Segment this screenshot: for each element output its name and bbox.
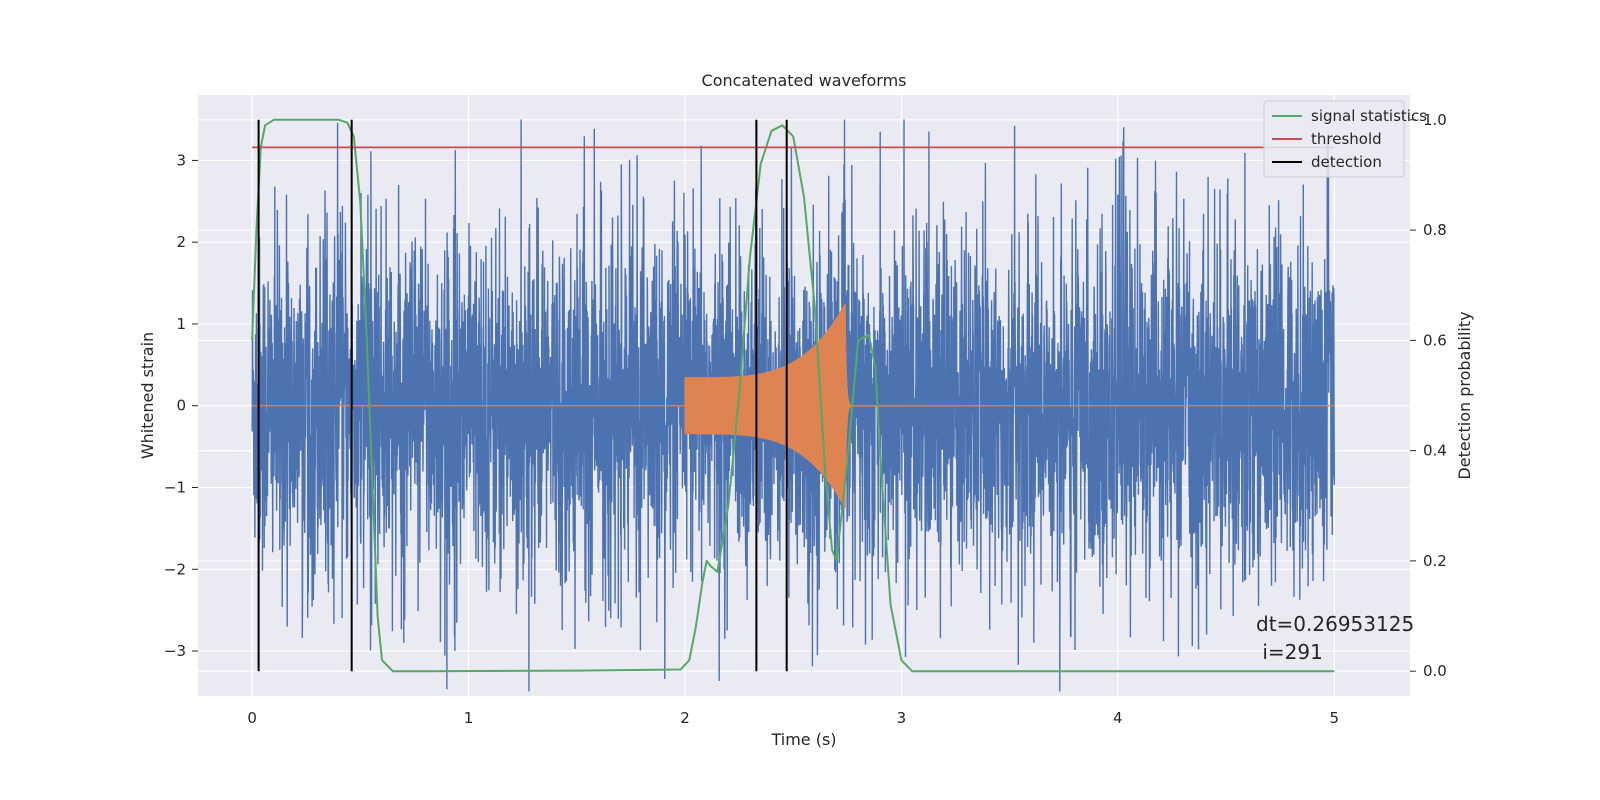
- legend-box: [1263, 100, 1405, 178]
- x-tick-label: 3: [897, 709, 907, 727]
- x-tick-label: 2: [680, 709, 690, 727]
- x-tick-label: 4: [1113, 709, 1123, 727]
- y2-tick-label: 0.6: [1423, 331, 1447, 349]
- y-axis-label: Whitened strain: [138, 332, 157, 459]
- y2-tick-label: 0.2: [1423, 552, 1447, 570]
- annotation-dt: dt=0.26953125: [1256, 612, 1414, 636]
- series-layer: [251, 118, 1335, 692]
- signal-statistics-line: [251, 118, 1335, 673]
- x-tick-label: 0: [247, 709, 257, 727]
- y-tick-label: 2: [176, 233, 186, 251]
- y-tick-label: 3: [176, 151, 186, 169]
- y2-tick-label: 1.0: [1423, 111, 1447, 129]
- y-tick-label: −2: [164, 560, 186, 578]
- x-tick-label: 1: [464, 709, 474, 727]
- legend-label: detection: [1311, 153, 1382, 171]
- x-tick-label: 5: [1329, 709, 1339, 727]
- ticks: 0 1 2 3 4 5 −3 −2 −1 0 1 2 3 0.0 0.2 0.4 0.6 0.8 1.0: [164, 111, 1447, 727]
- y-tick-label: −1: [164, 478, 186, 496]
- y2-tick-label: 0.0: [1423, 662, 1447, 680]
- y2-tick-label: 0.8: [1423, 221, 1447, 239]
- legend: signal statistics threshold detection: [1263, 100, 1427, 178]
- chirp-series-line: [252, 303, 1335, 508]
- y2-tick-label: 0.4: [1423, 442, 1447, 460]
- x-axis-label: Time (s): [770, 730, 836, 749]
- y-tick-label: 1: [176, 315, 186, 333]
- y-tick-label: 0: [176, 397, 186, 415]
- y2-axis-label: Detection probability: [1455, 311, 1474, 479]
- chart-title: Concatenated waveforms: [702, 71, 907, 90]
- legend-label: threshold: [1311, 130, 1382, 148]
- legend-label: signal statistics: [1311, 107, 1427, 125]
- annotation-index: i=291: [1256, 640, 1323, 664]
- y-tick-label: −3: [164, 642, 186, 660]
